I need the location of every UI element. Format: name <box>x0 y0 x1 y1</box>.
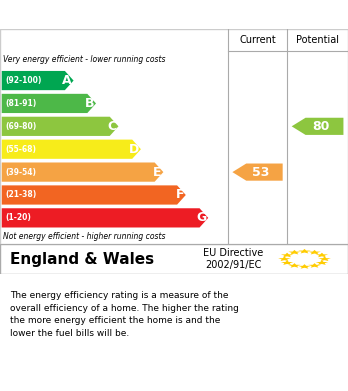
Polygon shape <box>298 264 311 269</box>
Polygon shape <box>292 118 343 135</box>
Text: England & Wales: England & Wales <box>10 251 155 267</box>
Polygon shape <box>278 256 291 261</box>
Polygon shape <box>318 256 331 261</box>
Text: EU Directive
2002/91/EC: EU Directive 2002/91/EC <box>203 248 263 270</box>
Polygon shape <box>316 253 328 257</box>
Polygon shape <box>316 260 328 265</box>
Text: F: F <box>175 188 184 201</box>
Text: G: G <box>196 212 206 224</box>
Polygon shape <box>288 250 301 255</box>
Text: (21-38): (21-38) <box>5 190 37 199</box>
Text: 53: 53 <box>252 166 270 179</box>
Text: E: E <box>153 166 161 179</box>
Polygon shape <box>281 260 293 265</box>
Polygon shape <box>2 71 73 90</box>
Polygon shape <box>2 94 96 113</box>
Text: B: B <box>85 97 94 110</box>
Text: Not energy efficient - higher running costs: Not energy efficient - higher running co… <box>3 232 166 241</box>
Text: (1-20): (1-20) <box>5 213 31 222</box>
Polygon shape <box>232 163 283 181</box>
Text: (81-91): (81-91) <box>5 99 37 108</box>
Polygon shape <box>2 117 118 136</box>
Text: Very energy efficient - lower running costs: Very energy efficient - lower running co… <box>3 56 166 65</box>
Text: (55-68): (55-68) <box>5 145 36 154</box>
Text: D: D <box>129 143 139 156</box>
Text: Energy Efficiency Rating: Energy Efficiency Rating <box>60 5 288 24</box>
Text: (69-80): (69-80) <box>5 122 37 131</box>
Polygon shape <box>308 263 321 268</box>
Polygon shape <box>2 208 208 228</box>
Polygon shape <box>2 140 141 159</box>
Polygon shape <box>288 263 301 268</box>
Polygon shape <box>298 249 311 253</box>
Polygon shape <box>281 253 293 257</box>
Polygon shape <box>2 163 163 182</box>
Text: A: A <box>62 74 72 87</box>
Text: 80: 80 <box>313 120 330 133</box>
Text: Potential: Potential <box>296 35 339 45</box>
Text: The energy efficiency rating is a measure of the
overall efficiency of a home. T: The energy efficiency rating is a measur… <box>10 291 239 338</box>
Text: Current: Current <box>239 35 276 45</box>
Polygon shape <box>308 250 321 255</box>
Polygon shape <box>2 185 186 204</box>
Text: C: C <box>108 120 117 133</box>
Text: (39-54): (39-54) <box>5 168 36 177</box>
Text: (92-100): (92-100) <box>5 76 42 85</box>
